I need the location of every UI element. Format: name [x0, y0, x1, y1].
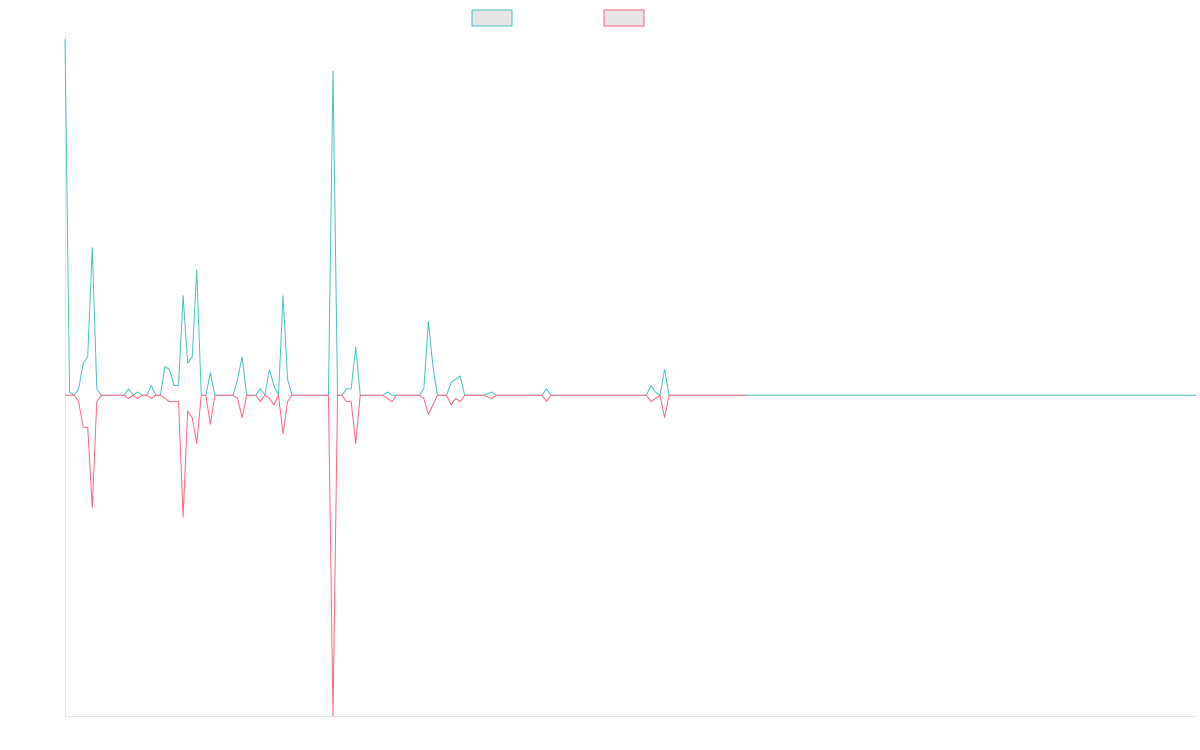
legend — [471, 9, 645, 27]
series-layer — [64, 39, 1196, 717]
series-2-line[interactable] — [65, 394, 747, 717]
plot-area — [64, 36, 1196, 717]
legend-swatch-series-1[interactable] — [471, 9, 513, 27]
series-1-line[interactable] — [64, 39, 1196, 396]
legend-swatch-series-2[interactable] — [603, 9, 645, 27]
